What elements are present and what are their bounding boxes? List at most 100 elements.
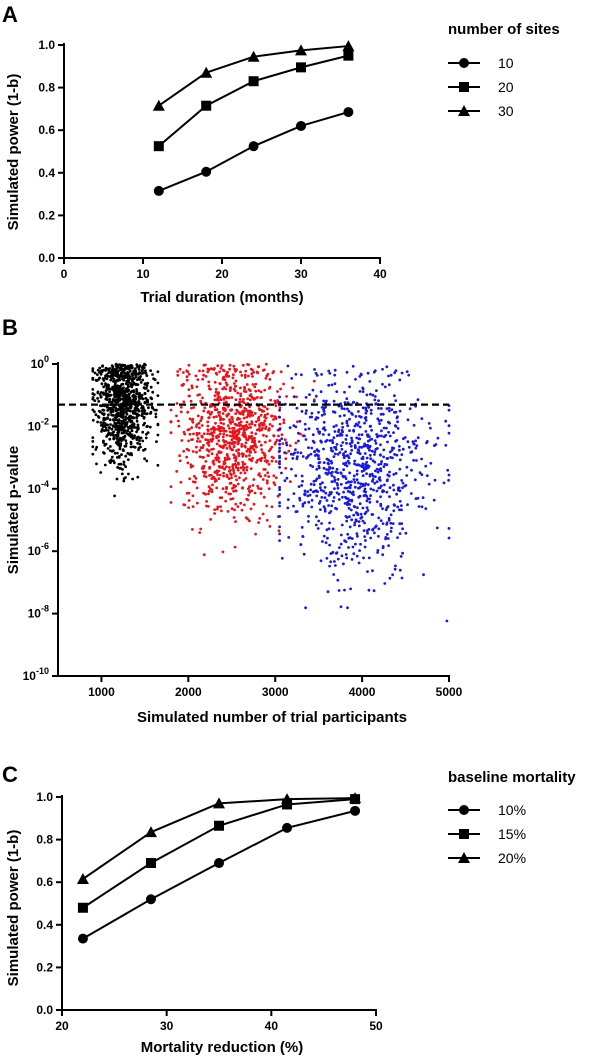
panel-b-point <box>257 521 260 524</box>
panel-b-point <box>359 542 362 546</box>
panel-b-point <box>294 448 297 451</box>
panel-b-point <box>234 370 237 373</box>
panel-b-point <box>396 486 400 490</box>
panel-b-point <box>116 394 119 398</box>
panel-b-point <box>104 366 108 370</box>
panel-b-point <box>253 436 256 440</box>
panel-b-point <box>101 408 105 412</box>
panel-b-point <box>99 391 103 394</box>
panel-b-point <box>248 457 252 461</box>
panel-b-point <box>141 397 145 401</box>
panel-b-point <box>411 440 415 443</box>
panel-b-point <box>109 445 112 448</box>
panel-b-point <box>216 434 220 437</box>
panel-b-point <box>138 391 141 395</box>
panel-b-point <box>276 390 279 393</box>
panel-b-point <box>327 383 331 387</box>
panel-b-point <box>369 412 373 415</box>
panel-b-point <box>91 367 95 371</box>
panel-b-point <box>117 462 121 466</box>
panel-a-legend-label: 20 <box>498 79 514 95</box>
panel-b-point <box>113 451 117 455</box>
panel-b-point <box>312 483 316 487</box>
panel-b-point <box>207 440 211 444</box>
panel-b-point <box>392 446 395 450</box>
panel-b-point <box>202 456 205 459</box>
panel-b-point <box>375 467 379 471</box>
panel-b-point <box>136 441 140 445</box>
panel-a-legend-marker <box>458 105 470 116</box>
panel-b-point <box>248 423 252 426</box>
panel-b-point <box>142 416 146 420</box>
panel-b-point <box>119 392 123 396</box>
panel-a-point-30 <box>247 50 260 62</box>
panel-b-point <box>225 465 228 468</box>
panel-b-point <box>154 412 158 416</box>
panel-b-point <box>333 560 336 563</box>
panel-b-point <box>253 439 257 443</box>
panel-b-point <box>256 396 259 399</box>
panel-b-point <box>218 382 222 385</box>
panel-b-point <box>135 390 139 393</box>
panel-b-point <box>191 450 195 453</box>
panel-b-point <box>214 387 218 391</box>
panel-b-point <box>113 395 116 399</box>
panel-b-point <box>388 409 391 413</box>
panel-b-point <box>123 434 127 438</box>
panel-b-point <box>255 420 258 423</box>
panel-b-point <box>119 425 123 429</box>
panel-b-point <box>266 471 270 475</box>
panel-b-point <box>124 454 128 458</box>
panel-b-point <box>336 483 339 487</box>
panel-b-point <box>125 379 128 383</box>
panel-a-x-tick-label: 30 <box>294 267 308 281</box>
panel-c-point-10% <box>350 805 361 816</box>
panel-b-point <box>368 473 372 476</box>
panel-b-point <box>317 411 320 414</box>
panel-b-point <box>122 460 126 464</box>
panel-b-point <box>282 418 286 422</box>
panel-b-point <box>118 447 122 451</box>
panel-b-point <box>353 505 357 509</box>
panel-b-point <box>244 441 248 445</box>
panel-b-point <box>270 459 274 463</box>
panel-b-point <box>248 519 251 523</box>
panel-b-point <box>278 466 281 469</box>
panel-b-point <box>362 556 365 560</box>
panel-b-point <box>317 457 320 461</box>
panel-b-point <box>207 384 211 388</box>
panel-b-point <box>226 370 229 374</box>
panel-b-point <box>93 371 97 375</box>
panel-b-point <box>228 430 232 434</box>
panel-b-point <box>253 385 257 389</box>
panel-b-point <box>280 471 283 475</box>
panel-b-point <box>306 494 310 498</box>
panel-b-point <box>348 486 352 490</box>
panel-b-point <box>262 433 265 437</box>
panel-b-point <box>206 424 210 428</box>
panel-b-point <box>323 412 326 416</box>
panel-b-point <box>387 383 391 387</box>
panel-b-point <box>374 475 377 478</box>
panel-b-point <box>213 471 217 474</box>
panel-b-point <box>191 438 194 441</box>
panel-b-point <box>132 445 135 449</box>
panel-b-point <box>322 420 326 424</box>
panel-b-point <box>139 381 143 384</box>
panel-b-point <box>327 504 330 507</box>
panel-b-point <box>239 420 243 424</box>
panel-a-point-10 <box>343 107 354 118</box>
panel-b-point <box>343 407 346 411</box>
panel-b-point <box>327 433 331 437</box>
panel-a-point-20 <box>248 76 259 87</box>
panel-b-point <box>227 374 231 378</box>
panel-b-point <box>381 367 384 371</box>
panel-b-point <box>137 413 141 417</box>
panel-b-point <box>257 389 261 392</box>
panel-b-point <box>394 439 397 443</box>
panel-b-point <box>263 474 267 477</box>
panel-b-point <box>216 505 220 509</box>
panel-b-point <box>244 369 248 373</box>
panel-b-point <box>378 468 381 472</box>
panel-b-point <box>129 364 133 367</box>
